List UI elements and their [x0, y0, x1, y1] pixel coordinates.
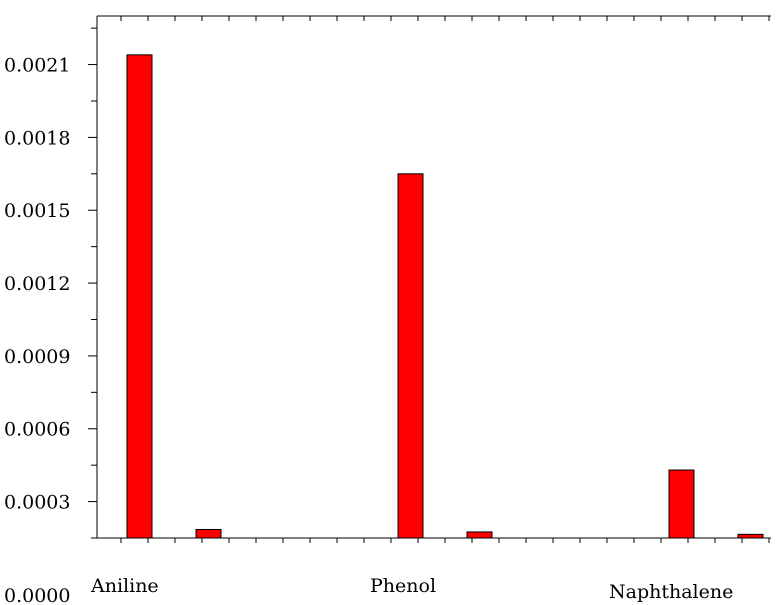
y-tick-label: 0.0006	[4, 419, 70, 441]
y-tick-label: 0.0021	[4, 55, 70, 77]
x-category-label: Aniline	[90, 575, 159, 597]
y-tick-label: 0.0003	[4, 492, 70, 514]
y-tick-label: 0.0015	[4, 200, 70, 222]
bar-naphthalene-1	[668, 469, 695, 539]
y-tick-label: 0.0012	[4, 273, 70, 295]
bar-aniline-2	[195, 529, 222, 539]
axes	[88, 15, 771, 543]
y-tick-label: 0.0000	[4, 585, 70, 605]
bar-phenol-2	[466, 531, 493, 539]
y-tick-label: 0.0009	[4, 346, 70, 368]
bar-naphthalene-2	[737, 533, 764, 539]
y-tick-label: 0.0018	[4, 127, 70, 149]
bars	[126, 54, 764, 539]
x-category-label: Naphthalene	[609, 581, 733, 603]
bar-phenol-1	[397, 173, 424, 539]
bar-aniline-1	[126, 54, 153, 539]
labels: 0.0000 0.0003 0.0006 0.0009 0.0012 0.0015 0.00…	[4, 55, 733, 605]
x-category-label: Phenol	[370, 575, 436, 597]
